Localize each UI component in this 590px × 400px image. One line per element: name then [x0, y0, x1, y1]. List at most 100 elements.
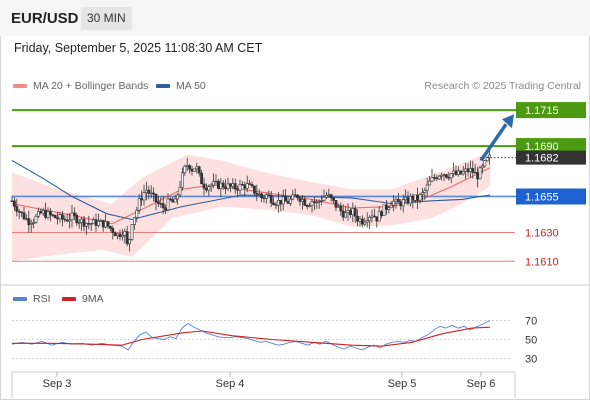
candle-body: [243, 184, 247, 189]
candle-body: [44, 210, 48, 218]
candle-body: [437, 175, 441, 180]
last-price-value: 1.1682: [525, 153, 559, 165]
candle-body: [348, 210, 352, 215]
candle-body: [478, 167, 482, 180]
candle-body: [476, 172, 480, 180]
candle-body: [15, 206, 19, 212]
candle-body: [109, 226, 112, 229]
candle-body: [454, 170, 458, 175]
candle-body: [166, 198, 170, 211]
candle-body: [70, 212, 74, 221]
candle-body: [310, 201, 314, 206]
candle-body: [36, 211, 40, 217]
candle-body: [248, 183, 252, 185]
resistance-tag: [516, 102, 586, 119]
candle-body: [121, 235, 124, 238]
candle-body: [229, 183, 232, 187]
candle-body: [13, 200, 16, 207]
candle-body: [413, 194, 417, 201]
candle-body: [324, 195, 328, 198]
pivot-tag: [516, 188, 586, 205]
candle-body: [154, 193, 158, 203]
candle-body: [169, 198, 172, 201]
x-tick-label: Sep 4: [216, 378, 245, 390]
candle-body: [46, 211, 50, 218]
pivot-value: 1.1655: [525, 191, 559, 203]
legend-rsi-label: RSI: [33, 293, 51, 305]
candle-body: [101, 219, 105, 228]
candle-body: [173, 198, 177, 203]
candle-body: [97, 220, 100, 226]
candle-body: [181, 172, 184, 188]
candle-body: [488, 154, 492, 158]
candle-body: [336, 205, 340, 208]
candle-body: [32, 222, 36, 224]
candle-body: [461, 171, 465, 175]
candle-body: [125, 231, 129, 245]
candle-body: [356, 215, 360, 222]
candle-body: [312, 201, 316, 203]
resistance-value: 1.1715: [525, 105, 559, 117]
candle-body: [269, 194, 273, 204]
candle-body: [245, 183, 249, 189]
candle-body: [418, 194, 422, 201]
rsi-level-50: 50: [12, 335, 537, 347]
candle-body: [116, 233, 120, 237]
candle-body: [281, 196, 285, 205]
candle-body: [260, 193, 264, 199]
level-support-4: 1.1630: [12, 227, 559, 239]
candle-body: [200, 172, 204, 185]
candle-body: [39, 211, 43, 214]
candle-body: [473, 172, 477, 174]
legend-ma50: MA 50: [156, 80, 206, 92]
candle-body: [471, 168, 475, 173]
candle-body: [118, 233, 122, 238]
candle-body: [10, 200, 14, 202]
candle-body: [435, 177, 439, 180]
support-value: 1.1610: [525, 256, 559, 268]
candle-body: [65, 219, 69, 222]
candle-body: [387, 207, 391, 210]
candle-body: [85, 223, 88, 227]
timeframe-badge[interactable]: 30 MIN: [81, 7, 132, 30]
candle-body: [77, 222, 81, 224]
rsi-line: [11, 320, 491, 351]
candle-body: [392, 200, 396, 206]
candle-body: [137, 198, 141, 211]
candle-body: [56, 217, 60, 220]
x-tick-0: Sep 3: [43, 372, 71, 390]
candle-body: [483, 160, 487, 167]
candles-group: [10, 148, 492, 252]
candle-body: [440, 174, 444, 177]
candle-body: [104, 221, 108, 228]
candle-body: [24, 218, 28, 220]
candle-body: [339, 205, 343, 212]
candle-body: [22, 212, 26, 220]
candle-body: [53, 214, 57, 219]
candle-body: [332, 197, 336, 201]
candle-body: [432, 177, 436, 179]
candle-body: [298, 197, 302, 202]
x-tick-label: Sep 5: [388, 378, 417, 390]
candle-body: [480, 165, 484, 169]
candle-body: [399, 201, 403, 207]
candle-body: [370, 215, 374, 218]
candle-body: [253, 185, 256, 194]
level-resistance-0: 1.1715: [12, 102, 586, 119]
candle-body: [178, 186, 182, 196]
legend-9ma-label: 9MA: [82, 293, 104, 305]
candle-body: [303, 199, 307, 206]
candle-body: [207, 186, 211, 191]
x-tick-2: Sep 5: [388, 372, 417, 390]
candle-body: [384, 204, 388, 210]
candle-body: [113, 232, 117, 237]
candle-body: [300, 199, 304, 202]
candle-body: [257, 193, 261, 196]
candle-body: [320, 200, 324, 202]
x-tick-1: Sep 4: [216, 372, 245, 390]
bollinger-band-area: [12, 151, 490, 262]
candle-body: [468, 168, 472, 173]
candle-body: [164, 207, 168, 211]
candle-body: [231, 183, 235, 187]
